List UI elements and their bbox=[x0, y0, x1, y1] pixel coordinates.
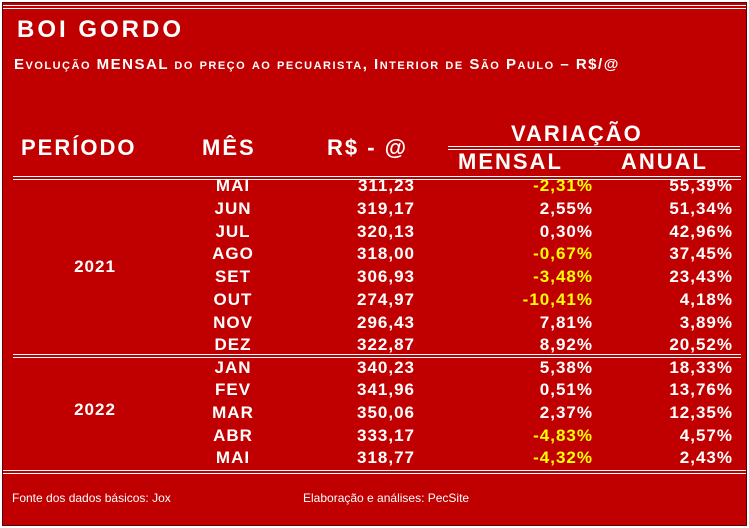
annual-change-cell: 18,33% bbox=[669, 358, 733, 377]
month-cell: NOV bbox=[213, 313, 253, 332]
price-cell: 319,17 bbox=[357, 199, 415, 218]
monthly-change-cell: 5,38% bbox=[539, 358, 593, 377]
monthly-change-cell: 2,37% bbox=[539, 403, 593, 422]
table-row: OUT 274,97 -10,41% 4,18% bbox=[3, 290, 746, 312]
month-cell: JUL bbox=[215, 222, 251, 241]
table-row: AGO 318,00 -0,67% 37,45% bbox=[3, 244, 746, 266]
table-row: JUL 320,13 0,30% 42,96% bbox=[3, 222, 746, 244]
month-cell: JUN bbox=[214, 199, 252, 218]
monthly-change-cell: -10,41% bbox=[522, 290, 593, 309]
price-cell: 341,96 bbox=[357, 380, 415, 399]
monthly-change-cell: 0,51% bbox=[539, 380, 593, 399]
month-cell: AGO bbox=[212, 244, 254, 263]
annual-change-cell: 2,43% bbox=[679, 448, 733, 467]
monthly-change-cell: 2,55% bbox=[539, 199, 593, 218]
price-cell: 320,13 bbox=[357, 222, 415, 241]
table-row: MAI 311,23 -2,31% 55,39% bbox=[3, 176, 746, 198]
price-cell: 296,43 bbox=[357, 313, 415, 332]
annual-change-cell: 51,34% bbox=[669, 199, 733, 218]
month-cell: MAI bbox=[215, 176, 251, 195]
price-cell: 340,23 bbox=[357, 358, 415, 377]
table-row: SET 306,93 -3,48% 23,43% bbox=[3, 267, 746, 289]
column-header-variacao: VARIAÇÃO bbox=[511, 121, 643, 146]
credits-note: Elaboração e análises: PecSite bbox=[303, 491, 470, 505]
year-label-2021: 2021 bbox=[74, 257, 116, 276]
month-cell: OUT bbox=[213, 290, 253, 309]
table-row: MAR 350,06 2,37% 12,35% bbox=[3, 403, 746, 425]
annual-change-cell: 37,45% bbox=[669, 244, 733, 263]
annual-change-cell: 3,89% bbox=[679, 313, 733, 332]
table-row: ABR 333,17 -4,83% 4,57% bbox=[3, 426, 746, 448]
monthly-change-cell: -3,48% bbox=[533, 267, 593, 286]
variacao-divider bbox=[448, 146, 740, 150]
month-cell: MAR bbox=[212, 403, 254, 422]
price-cell: 318,77 bbox=[357, 448, 415, 467]
column-header-mensal: MENSAL bbox=[458, 149, 563, 174]
table-row: NOV 296,43 7,81% 3,89% bbox=[3, 313, 746, 335]
annual-change-cell: 23,43% bbox=[669, 267, 733, 286]
month-cell: ABR bbox=[213, 426, 253, 445]
column-header-price: R$ - @ bbox=[327, 135, 409, 160]
year-label-2022: 2022 bbox=[74, 400, 116, 419]
annual-change-cell: 4,18% bbox=[679, 290, 733, 309]
report-title: BOI GORDO bbox=[17, 16, 185, 43]
price-cell: 311,23 bbox=[357, 176, 415, 195]
annual-change-cell: 20,52% bbox=[669, 335, 733, 354]
price-cell: 274,97 bbox=[357, 290, 415, 309]
year-divider bbox=[13, 354, 741, 358]
price-cell: 333,17 bbox=[357, 426, 415, 445]
monthly-change-cell: -0,67% bbox=[533, 244, 593, 263]
annual-change-cell: 55,39% bbox=[669, 176, 733, 195]
price-cell: 322,87 bbox=[357, 335, 415, 354]
price-cell: 350,06 bbox=[357, 403, 415, 422]
source-note: Fonte dos dados básicos: Jox bbox=[12, 491, 171, 505]
monthly-change-cell: -4,83% bbox=[533, 426, 593, 445]
annual-change-cell: 4,57% bbox=[679, 426, 733, 445]
price-cell: 318,00 bbox=[357, 244, 415, 263]
month-cell: SET bbox=[214, 267, 252, 286]
table-row: JUN 319,17 2,55% 51,34% bbox=[3, 199, 746, 221]
monthly-change-cell: 7,81% bbox=[539, 313, 593, 332]
month-cell: JAN bbox=[214, 358, 252, 377]
table-row: JAN 340,23 5,38% 18,33% bbox=[3, 358, 746, 380]
annual-change-cell: 42,96% bbox=[669, 222, 733, 241]
month-cell: DEZ bbox=[214, 335, 252, 354]
annual-change-cell: 13,76% bbox=[669, 380, 733, 399]
table-row: FEV 341,96 0,51% 13,76% bbox=[3, 380, 746, 402]
table-row: DEZ 322,87 8,92% 20,52% bbox=[3, 335, 746, 357]
column-header-mes: MÊS bbox=[202, 135, 256, 160]
month-cell: MAI bbox=[215, 448, 251, 467]
month-cell: FEV bbox=[214, 380, 252, 399]
column-header-anual: ANUAL bbox=[621, 149, 708, 174]
table-end-divider bbox=[3, 470, 746, 474]
price-cell: 306,93 bbox=[357, 267, 415, 286]
monthly-change-cell: -2,31% bbox=[533, 176, 593, 195]
report-subtitle: Evolução MENSAL do preço ao pecuarista, … bbox=[14, 56, 620, 73]
monthly-change-cell: 8,92% bbox=[539, 335, 593, 354]
monthly-change-cell: -4,32% bbox=[533, 448, 593, 467]
column-header-periodo: PERÍODO bbox=[21, 135, 137, 160]
annual-change-cell: 12,35% bbox=[669, 403, 733, 422]
table-row: MAI 318,77 -4,32% 2,43% bbox=[3, 448, 746, 470]
header-divider bbox=[13, 176, 741, 180]
monthly-change-cell: 0,30% bbox=[539, 222, 593, 241]
top-divider bbox=[3, 5, 746, 9]
